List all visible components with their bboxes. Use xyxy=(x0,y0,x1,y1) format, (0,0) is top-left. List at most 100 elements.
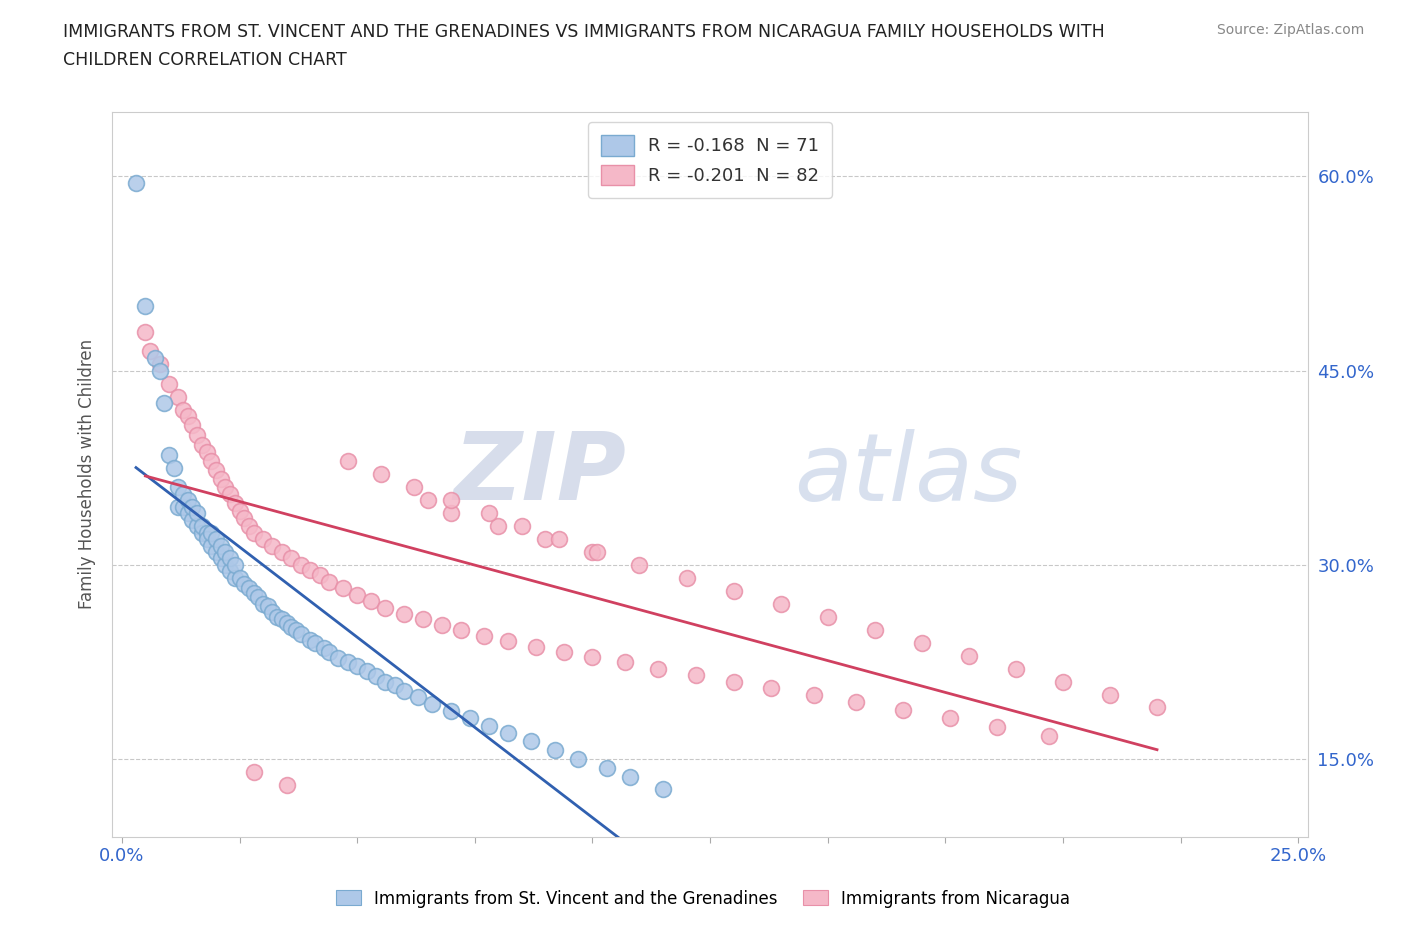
Point xyxy=(172,402,194,417)
Point xyxy=(544,743,567,758)
Point xyxy=(167,389,190,404)
Point xyxy=(845,695,868,710)
Point xyxy=(458,711,481,725)
Legend: R = -0.168  N = 71, R = -0.201  N = 82: R = -0.168 N = 71, R = -0.201 N = 82 xyxy=(589,122,831,198)
Point xyxy=(195,525,218,540)
Point xyxy=(219,486,242,501)
Point xyxy=(228,503,250,518)
Point xyxy=(863,622,886,637)
Point xyxy=(153,395,176,410)
Point xyxy=(219,551,242,566)
Point xyxy=(228,570,250,585)
Point xyxy=(318,575,340,590)
Point xyxy=(224,570,246,585)
Point xyxy=(299,632,322,647)
Point xyxy=(205,532,228,547)
Point xyxy=(402,480,425,495)
Point xyxy=(939,711,962,725)
Point xyxy=(370,467,392,482)
Point xyxy=(314,641,336,656)
Point xyxy=(360,594,382,609)
Point xyxy=(270,545,292,560)
Point xyxy=(242,586,264,601)
Point xyxy=(408,690,430,705)
Point xyxy=(685,668,707,683)
Point xyxy=(276,616,298,631)
Point xyxy=(172,499,194,514)
Point xyxy=(384,678,406,693)
Point xyxy=(167,499,190,514)
Point xyxy=(209,551,232,566)
Point xyxy=(238,581,260,596)
Point xyxy=(200,525,222,540)
Point xyxy=(723,583,745,598)
Point xyxy=(262,604,284,619)
Point xyxy=(422,697,444,711)
Point xyxy=(416,493,439,508)
Point xyxy=(209,472,232,487)
Point xyxy=(440,493,463,508)
Point xyxy=(986,720,1008,735)
Y-axis label: Family Households with Children: Family Households with Children xyxy=(77,339,96,609)
Point xyxy=(280,619,302,634)
Point xyxy=(205,545,228,560)
Point xyxy=(181,499,204,514)
Text: atlas: atlas xyxy=(793,429,1022,520)
Point xyxy=(125,176,148,191)
Point xyxy=(139,344,162,359)
Point xyxy=(233,511,256,525)
Point xyxy=(496,634,519,649)
Point xyxy=(290,558,312,573)
Point xyxy=(392,606,415,621)
Point xyxy=(186,428,208,443)
Point xyxy=(181,418,204,432)
Point xyxy=(242,525,264,540)
Point xyxy=(134,299,156,313)
Point xyxy=(186,506,208,521)
Point xyxy=(200,538,222,553)
Point xyxy=(200,454,222,469)
Point xyxy=(304,635,326,650)
Point xyxy=(191,519,214,534)
Point xyxy=(628,558,651,573)
Point xyxy=(266,609,288,624)
Legend: Immigrants from St. Vincent and the Grenadines, Immigrants from Nicaragua: Immigrants from St. Vincent and the Gren… xyxy=(329,883,1077,914)
Point xyxy=(440,704,463,719)
Point xyxy=(177,493,200,508)
Point xyxy=(191,525,214,540)
Point xyxy=(1146,700,1168,715)
Point xyxy=(299,563,322,578)
Point xyxy=(520,734,543,749)
Point xyxy=(224,558,246,573)
Point xyxy=(276,777,298,792)
Point xyxy=(238,519,260,534)
Point xyxy=(412,612,434,627)
Point xyxy=(1052,674,1074,689)
Point xyxy=(567,751,589,766)
Point xyxy=(356,664,378,679)
Point xyxy=(290,626,312,641)
Point xyxy=(252,596,274,611)
Point xyxy=(430,618,453,632)
Point xyxy=(723,674,745,689)
Point xyxy=(224,496,246,511)
Point xyxy=(346,588,368,603)
Point xyxy=(177,506,200,521)
Point xyxy=(595,761,617,776)
Point xyxy=(157,447,180,462)
Point xyxy=(374,600,396,615)
Point xyxy=(817,609,839,624)
Point xyxy=(392,684,415,698)
Point xyxy=(1098,687,1121,702)
Text: CHILDREN CORRELATION CHART: CHILDREN CORRELATION CHART xyxy=(63,51,347,69)
Point xyxy=(252,532,274,547)
Point xyxy=(652,781,675,796)
Point xyxy=(270,612,292,627)
Point xyxy=(346,658,368,673)
Point xyxy=(219,564,242,578)
Point xyxy=(336,655,359,670)
Point xyxy=(1005,661,1028,676)
Point xyxy=(205,463,228,478)
Point xyxy=(214,558,236,573)
Point xyxy=(675,570,697,585)
